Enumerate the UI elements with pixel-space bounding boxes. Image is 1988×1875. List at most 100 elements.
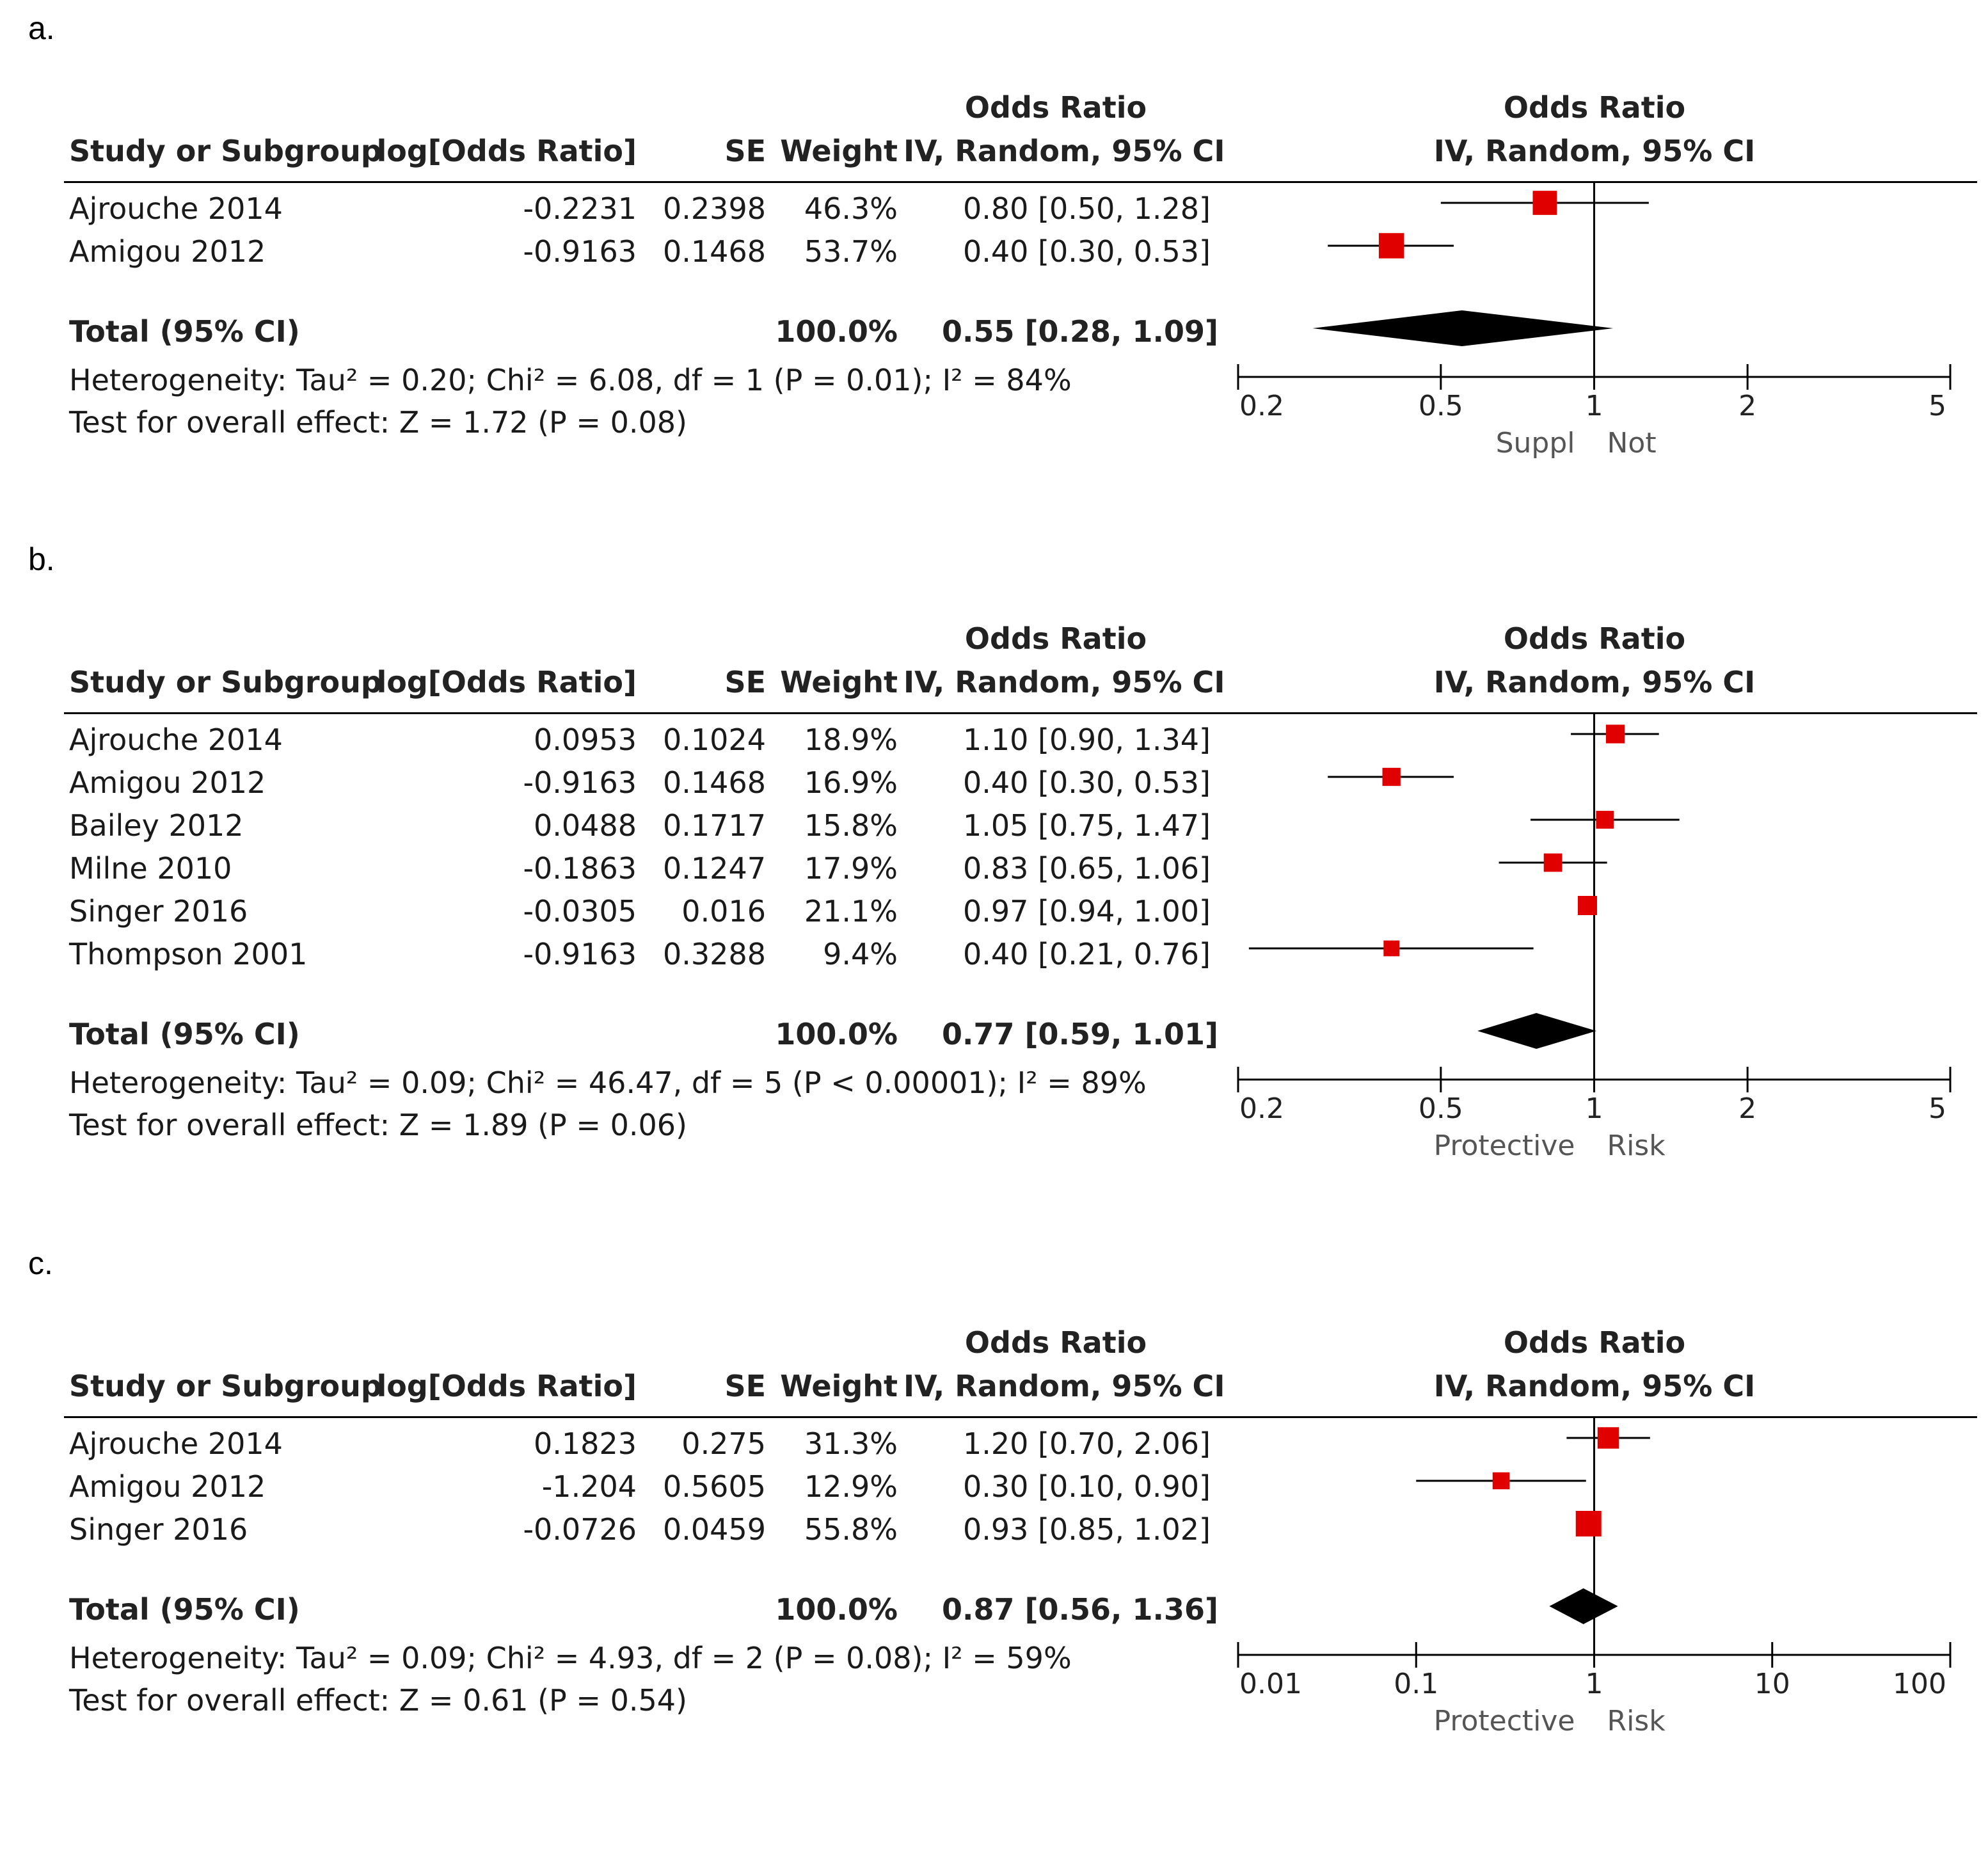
study-name: Amigou 2012 [69, 765, 266, 800]
x-axis-tick-label: 10 [1754, 1668, 1790, 1700]
log-odds-ratio: 0.1823 [534, 1426, 637, 1461]
odds-ratio-ci: 0.97 [0.94, 1.00] [962, 894, 1211, 929]
study-marker [1378, 233, 1404, 259]
standard-error: 0.1247 [663, 851, 766, 886]
forest-panel-b: b. Odds Ratio Odds Ratio Study or Subgroup l… [0, 531, 1988, 1171]
total-odds-ratio-ci: 0.87 [0.56, 1.36] [942, 1592, 1219, 1627]
weight-value: 55.8% [804, 1512, 898, 1547]
standard-error: 0.1024 [663, 722, 766, 757]
direction-label-left: Protective [1434, 1129, 1575, 1162]
direction-label-left: Protective [1434, 1705, 1575, 1737]
log-odds-ratio: 0.0488 [534, 808, 637, 843]
study-marker [1382, 767, 1401, 786]
odds-ratio-ci: 0.83 [0.65, 1.06] [962, 851, 1211, 886]
odds-ratio-ci: 1.05 [0.75, 1.47] [962, 808, 1211, 843]
x-axis-tick-label: 0.01 [1239, 1668, 1302, 1700]
log-odds-ratio: -0.0305 [523, 894, 637, 929]
total-weight: 100.0% [775, 1017, 898, 1051]
study-name: Ajrouche 2014 [69, 1426, 283, 1461]
header-study: Study or Subgroup [69, 134, 382, 168]
x-axis-tick-label: 1 [1586, 390, 1603, 422]
standard-error: 0.0459 [663, 1512, 766, 1547]
heterogeneity-text: Heterogeneity: Tau² = 0.20; Chi² = 6.08,… [69, 363, 1072, 397]
panel-label: a. [28, 10, 55, 46]
header-rule [64, 712, 1977, 714]
header-study: Study or Subgroup [69, 665, 382, 699]
study-marker [1605, 724, 1625, 744]
study-name: Singer 2016 [69, 1512, 248, 1547]
standard-error: 0.1468 [663, 234, 766, 269]
overall-effect-text: Test for overall effect: Z = 1.89 (P = 0… [69, 1108, 687, 1142]
study-marker [1383, 940, 1400, 957]
x-axis-tick-label: 0.2 [1239, 390, 1284, 422]
header-weight: Weight [780, 134, 898, 168]
odds-ratio-ci: 1.20 [0.70, 2.06] [962, 1426, 1211, 1461]
header-weight: Weight [780, 665, 898, 699]
total-weight: 100.0% [775, 314, 898, 349]
panel-label: c. [28, 1245, 53, 1281]
direction-label-right: Not [1607, 427, 1657, 459]
overall-effect-text: Test for overall effect: Z = 1.72 (P = 0… [69, 405, 687, 440]
log-odds-ratio: -0.1863 [523, 851, 637, 886]
header-plot-odds-ratio: Odds Ratio [1503, 90, 1686, 125]
log-odds-ratio: -0.9163 [523, 765, 637, 800]
weight-value: 31.3% [804, 1426, 898, 1461]
header-log-or: log[Odds Ratio] [376, 665, 637, 699]
header-se: SE [724, 134, 766, 168]
x-axis-tick-label: 0.5 [1419, 1092, 1463, 1125]
log-odds-ratio: -0.9163 [523, 234, 637, 269]
panel-label: b. [28, 541, 55, 577]
total-weight: 100.0% [775, 1592, 898, 1627]
weight-value: 46.3% [804, 191, 898, 226]
header-or-method: IV, Random, 95% CI [903, 134, 1225, 168]
log-odds-ratio: -0.2231 [523, 191, 637, 226]
standard-error: 0.5605 [663, 1469, 766, 1504]
odds-ratio-ci: 0.80 [0.50, 1.28] [962, 191, 1211, 226]
weight-value: 17.9% [804, 851, 898, 886]
odds-ratio-ci: 0.93 [0.85, 1.02] [962, 1512, 1211, 1547]
total-label: Total (95% CI) [69, 1592, 300, 1627]
standard-error: 0.275 [681, 1426, 766, 1461]
study-name: Bailey 2012 [69, 808, 244, 843]
study-marker [1543, 853, 1563, 872]
study-name: Singer 2016 [69, 894, 248, 929]
header-log-or: log[Odds Ratio] [376, 1369, 637, 1403]
total-label: Total (95% CI) [69, 1017, 300, 1051]
standard-error: 0.2398 [663, 191, 766, 226]
header-rule [64, 181, 1977, 183]
x-axis-tick-label: 0.5 [1419, 390, 1463, 422]
standard-error: 0.1717 [663, 808, 766, 843]
x-axis-tick-label: 1 [1586, 1668, 1603, 1700]
log-odds-ratio: -1.204 [541, 1469, 637, 1504]
header-weight: Weight [780, 1369, 898, 1403]
standard-error: 0.1468 [663, 765, 766, 800]
forest-plot-area: 0.01 0.1 1 10 100 Protective Risk [1237, 1416, 1952, 1737]
weight-value: 53.7% [804, 234, 898, 269]
study-name: Ajrouche 2014 [69, 722, 283, 757]
study-name: Amigou 2012 [69, 1469, 266, 1504]
total-label: Total (95% CI) [69, 314, 300, 349]
header-odds-ratio: Odds Ratio [964, 1325, 1147, 1360]
study-name: Ajrouche 2014 [69, 191, 283, 226]
pooled-estimate-diamond [1549, 1588, 1618, 1624]
weight-value: 12.9% [804, 1469, 898, 1504]
weight-value: 18.9% [804, 722, 898, 757]
study-marker [1532, 191, 1557, 215]
header-rule [64, 1416, 1977, 1418]
odds-ratio-ci: 0.40 [0.21, 0.76] [962, 937, 1211, 971]
total-odds-ratio-ci: 0.77 [0.59, 1.01] [942, 1017, 1219, 1051]
header-plot-method: IV, Random, 95% CI [1433, 1369, 1756, 1403]
header-or-method: IV, Random, 95% CI [903, 665, 1225, 699]
header-odds-ratio: Odds Ratio [964, 90, 1147, 125]
pooled-estimate-diamond [1312, 310, 1614, 346]
header-study: Study or Subgroup [69, 1369, 382, 1403]
study-marker [1596, 811, 1614, 829]
header-odds-ratio: Odds Ratio [964, 621, 1147, 656]
study-marker [1575, 1511, 1602, 1536]
header-se: SE [724, 665, 766, 699]
log-odds-ratio: -0.9163 [523, 937, 637, 971]
forest-plot-area: 0.2 0.5 1 2 5 Protective Risk [1237, 712, 1952, 1162]
heterogeneity-text: Heterogeneity: Tau² = 0.09; Chi² = 46.47… [69, 1065, 1147, 1100]
study-name: Amigou 2012 [69, 234, 266, 269]
header-plot-odds-ratio: Odds Ratio [1503, 1325, 1686, 1360]
